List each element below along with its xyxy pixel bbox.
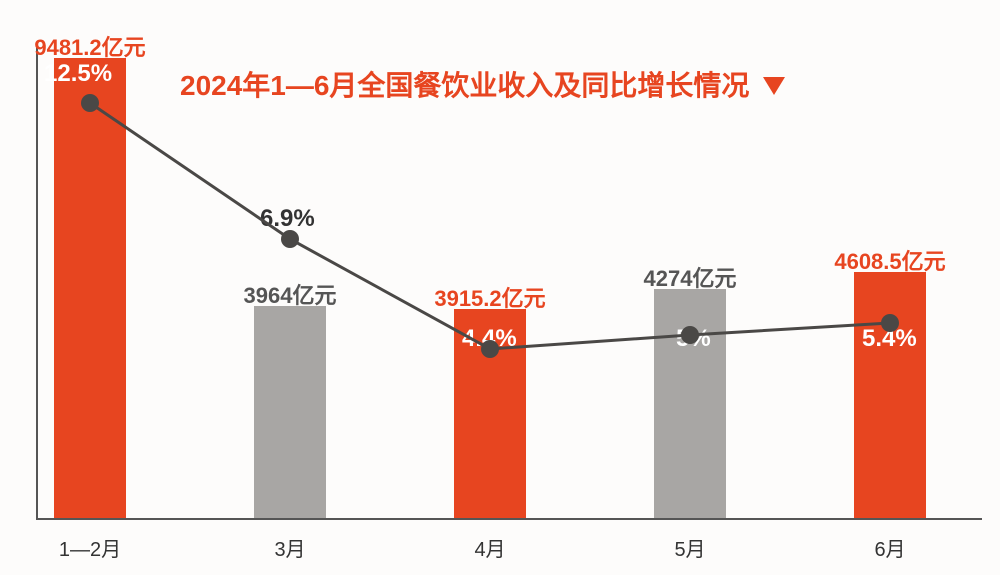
bar-3 [654, 289, 726, 518]
chart-title-text: 2024年1—6月全国餐饮业收入及同比增长情况 [180, 70, 749, 101]
x-label-3: 5月 [630, 533, 750, 562]
x-label-2: 4月 [430, 533, 550, 562]
bar-value-label-1: 3964亿元 [200, 278, 380, 310]
bar-value-label-2: 3915.2亿元 [400, 281, 580, 313]
percent-label-1: 6.9% [260, 205, 315, 233]
percent-label-3: 5% [676, 325, 711, 353]
x-label-0: 1—2月 [30, 533, 150, 562]
down-triangle-icon [763, 70, 785, 102]
x-label-4: 6月 [830, 533, 950, 562]
bar-value-label-3: 4274亿元 [600, 261, 780, 293]
revenue-growth-chart: 2024年1—6月全国餐饮业收入及同比增长情况 9481.2亿元 3964亿元 39… [0, 0, 1000, 575]
x-label-1: 3月 [230, 533, 350, 562]
bar-0 [54, 58, 126, 518]
bar-1 [254, 306, 326, 518]
bar-value-label-4: 4608.5亿元 [800, 244, 980, 276]
percent-label-4: 5.4% [862, 325, 917, 353]
percent-label-2: 4.4% [462, 325, 517, 353]
percent-label-0: 12.5% [44, 60, 112, 88]
y-axis [36, 45, 38, 518]
x-axis [36, 518, 982, 520]
bar-4 [854, 272, 926, 518]
chart-title: 2024年1—6月全国餐饮业收入及同比增长情况 [180, 64, 785, 104]
bar-value-label-0: 9481.2亿元 [0, 30, 180, 62]
